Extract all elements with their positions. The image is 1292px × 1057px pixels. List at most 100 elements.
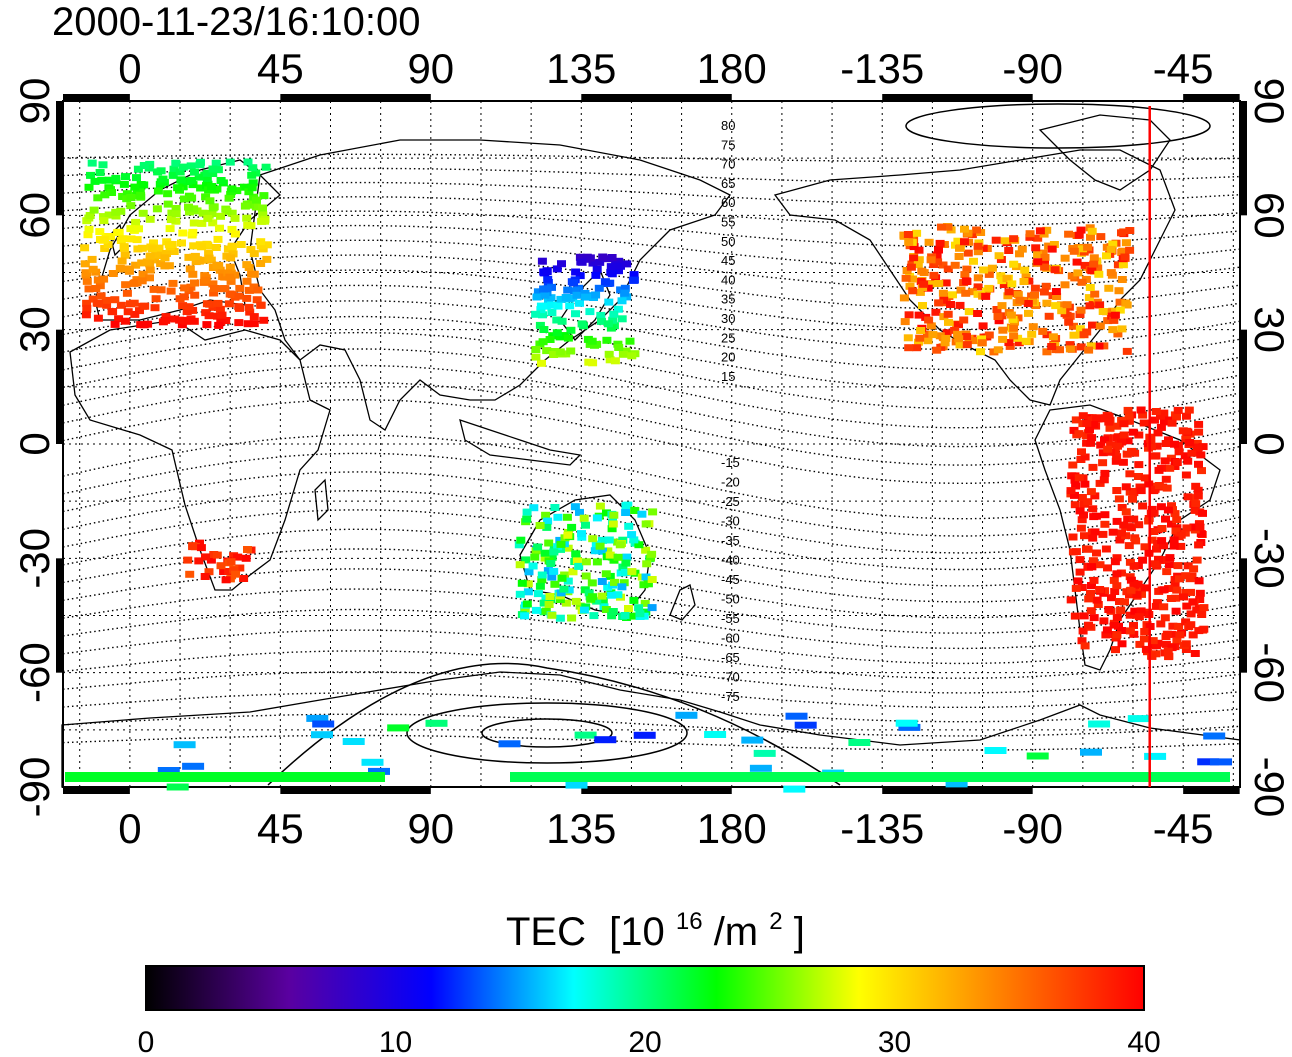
tec-cell xyxy=(531,310,541,318)
tec-cell xyxy=(1044,312,1054,320)
tec-cell xyxy=(243,221,253,229)
tec-cell xyxy=(151,251,161,259)
tec-cell xyxy=(943,310,953,318)
tec-cell xyxy=(549,567,559,575)
tec-cell xyxy=(1129,515,1139,523)
tec-cell xyxy=(213,166,223,174)
tec-cell xyxy=(225,263,235,271)
tec-cell xyxy=(794,721,817,729)
tec-cell xyxy=(182,308,192,315)
tec-cell xyxy=(226,558,236,566)
tec-cell xyxy=(1153,429,1163,437)
tec-cell xyxy=(634,541,644,549)
tec-cell xyxy=(969,257,978,265)
contour-line xyxy=(62,364,1240,448)
tec-cell xyxy=(941,334,951,342)
tec-cell xyxy=(536,302,546,310)
tec-cell xyxy=(1147,536,1157,544)
contour-label: -70 xyxy=(721,670,740,685)
tec-cell xyxy=(244,188,254,196)
contour-line xyxy=(62,528,1240,603)
tec-cell xyxy=(1150,416,1160,424)
tec-cell xyxy=(1086,488,1096,496)
tec-cell xyxy=(1129,562,1139,570)
tec-cell xyxy=(197,243,206,251)
tec-cell xyxy=(1167,644,1177,652)
tec-cell xyxy=(605,551,615,559)
tec-cell xyxy=(1184,406,1194,414)
tec-cell xyxy=(1030,291,1039,299)
tec-cell xyxy=(1117,276,1127,283)
tec-cell xyxy=(117,257,127,265)
tec-cell xyxy=(139,181,149,189)
tec-cell xyxy=(1112,614,1122,621)
tec-cell xyxy=(1191,482,1201,490)
tec-cell xyxy=(135,307,144,315)
tec-cell xyxy=(221,576,231,584)
tec-cell xyxy=(607,525,617,533)
tec-cell xyxy=(592,558,602,566)
tec-cell xyxy=(151,295,161,303)
tec-cell xyxy=(1049,241,1059,248)
tec-cell xyxy=(546,560,556,567)
tec-cell xyxy=(1123,437,1133,445)
tec-cell xyxy=(574,562,584,570)
tec-cell xyxy=(1112,422,1122,430)
tec-cell xyxy=(549,351,559,358)
tec-cell xyxy=(252,196,261,204)
tec-cell xyxy=(929,271,939,279)
tec-cell xyxy=(1065,345,1075,353)
tec-cell xyxy=(552,265,562,273)
latitude-label-right: -30 xyxy=(1246,528,1292,589)
tec-cell xyxy=(523,588,533,596)
tec-cell xyxy=(537,576,547,584)
tec-cell xyxy=(234,303,244,311)
tec-cell xyxy=(538,338,548,346)
tec-cell xyxy=(110,296,120,304)
tec-cell xyxy=(1163,647,1173,655)
border-segment xyxy=(56,101,63,216)
tec-cell xyxy=(1092,414,1101,422)
tec-cell xyxy=(221,317,231,324)
tec-cell xyxy=(139,321,149,329)
tec-cell xyxy=(171,210,181,218)
tec-cell xyxy=(208,165,218,173)
tec-cell xyxy=(646,554,655,562)
tec-cell xyxy=(194,557,204,565)
contour-label: 75 xyxy=(721,137,735,152)
timestamp-title: 2000-11-23/16:10:00 xyxy=(52,0,420,44)
tec-cell xyxy=(1082,419,1092,427)
tec-cell xyxy=(210,285,219,292)
tec-cell xyxy=(555,614,565,622)
tec-cell xyxy=(1117,438,1126,446)
tec-cell xyxy=(1073,577,1083,585)
tec-cell xyxy=(961,277,971,285)
tec-cell xyxy=(1119,420,1129,428)
tec-cell xyxy=(629,276,639,284)
tec-cell xyxy=(177,239,186,247)
tec-cell xyxy=(1125,611,1135,619)
tec-cell xyxy=(533,543,543,551)
tec-cell xyxy=(223,269,233,277)
tec-cell xyxy=(1194,541,1204,549)
tec-cell xyxy=(546,294,556,302)
tec-cell xyxy=(498,740,521,748)
tec-cell xyxy=(1101,631,1111,639)
tec-cell xyxy=(572,291,582,299)
tec-cell xyxy=(132,236,142,244)
tec-cell xyxy=(1152,599,1162,607)
tec-cell xyxy=(950,261,960,269)
tec-cell xyxy=(165,225,175,233)
tec-cell xyxy=(195,161,205,169)
tec-cell xyxy=(178,183,188,191)
tec-cell xyxy=(202,300,212,308)
tec-cell xyxy=(1152,545,1161,553)
tec-cell xyxy=(1098,308,1108,315)
tec-cell xyxy=(591,271,601,279)
tec-cell xyxy=(1113,330,1123,338)
tec-cell xyxy=(1069,247,1079,255)
tec-cell xyxy=(559,585,569,593)
tec-cell xyxy=(1113,442,1122,450)
tec-cell xyxy=(633,731,656,739)
